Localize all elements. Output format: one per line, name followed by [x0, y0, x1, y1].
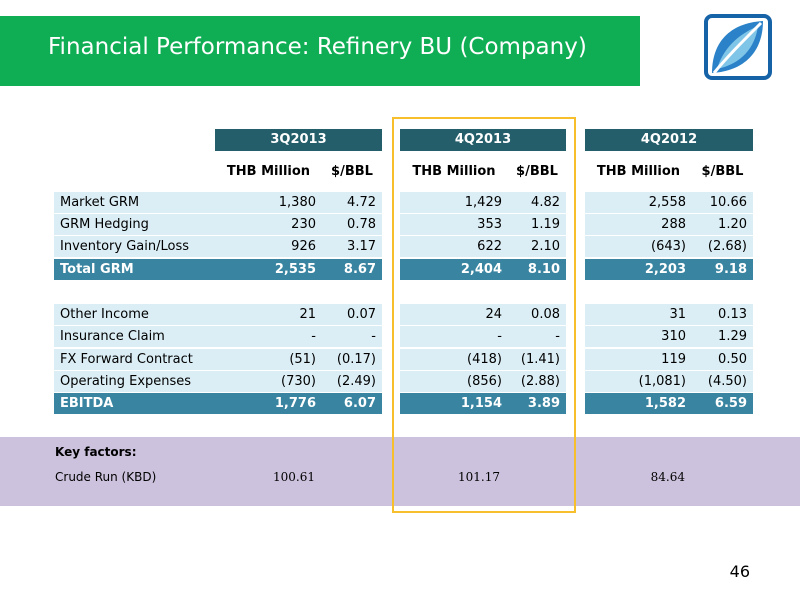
value-cell: 1.29 — [692, 326, 753, 347]
value-cell: 8.10 — [508, 259, 566, 280]
subheader-usd-per-bbl: $/BBL — [516, 164, 558, 179]
subheader-usd-per-bbl: $/BBL — [331, 164, 373, 179]
row-label: Other Income — [54, 304, 215, 325]
value-cell: 310 — [585, 326, 692, 347]
value-cell: 1,429 — [400, 192, 508, 213]
key-factors-title: Key factors: — [55, 445, 137, 459]
value-cell: - — [508, 326, 566, 347]
row-label: EBITDA — [54, 393, 215, 414]
value-cell: 1,582 — [585, 393, 692, 414]
value-cell: 2,558 — [585, 192, 692, 213]
crude-run-label: Crude Run (KBD) — [55, 470, 157, 484]
value-cell: (51) — [215, 349, 322, 370]
value-cell: 2,203 — [585, 259, 692, 280]
value-cell: (2.88) — [508, 371, 566, 392]
subheader-usd-per-bbl: $/BBL — [701, 164, 744, 179]
value-cell: 21 — [215, 304, 322, 325]
value-cell: (2.49) — [322, 371, 382, 392]
value-cell: 1,380 — [215, 192, 322, 213]
value-cell: 8.67 — [322, 259, 382, 280]
value-cell: 0.50 — [692, 349, 753, 370]
value-cell: - — [322, 326, 382, 347]
value-cell: 31 — [585, 304, 692, 325]
crude-run-3q2013: 100.61 — [273, 470, 315, 484]
row-label: Market GRM — [54, 192, 215, 213]
page-number: 46 — [729, 562, 750, 581]
value-cell: 3.89 — [508, 393, 566, 414]
value-cell: 1.20 — [692, 214, 753, 235]
row-label: Operating Expenses — [54, 371, 215, 392]
value-cell: 1,154 — [400, 393, 508, 414]
value-cell: 0.08 — [508, 304, 566, 325]
subheader-thb-million: THB Million — [596, 164, 681, 179]
value-cell: (418) — [400, 349, 508, 370]
value-cell: 6.59 — [692, 393, 753, 414]
value-cell: (856) — [400, 371, 508, 392]
value-cell: 1.19 — [508, 214, 566, 235]
value-cell: 926 — [215, 236, 322, 257]
value-cell: 24 — [400, 304, 508, 325]
subheader-thb-million: THB Million — [412, 164, 496, 179]
value-cell: 4.72 — [322, 192, 382, 213]
subheader-thb-million: THB Million — [226, 164, 311, 179]
key-factors-band — [0, 437, 800, 506]
value-cell: (1,081) — [585, 371, 692, 392]
value-cell: - — [400, 326, 508, 347]
value-cell: 6.07 — [322, 393, 382, 414]
value-cell: (1.41) — [508, 349, 566, 370]
value-cell: 3.17 — [322, 236, 382, 257]
value-cell: 230 — [215, 214, 322, 235]
value-cell: 622 — [400, 236, 508, 257]
value-cell: 0.13 — [692, 304, 753, 325]
value-cell: (730) — [215, 371, 322, 392]
row-label: Inventory Gain/Loss — [54, 236, 215, 257]
value-cell: 0.78 — [322, 214, 382, 235]
value-cell: (0.17) — [322, 349, 382, 370]
row-label: Insurance Claim — [54, 326, 215, 347]
value-cell: 2.10 — [508, 236, 566, 257]
value-cell: 119 — [585, 349, 692, 370]
row-label: FX Forward Contract — [54, 349, 215, 370]
value-cell: 10.66 — [692, 192, 753, 213]
value-cell: (643) — [585, 236, 692, 257]
value-cell: 0.07 — [322, 304, 382, 325]
crude-run-4q2012: 84.64 — [650, 470, 685, 484]
row-label: Total GRM — [54, 259, 215, 280]
value-cell: 2,404 — [400, 259, 508, 280]
leaf-logo-icon — [704, 14, 772, 80]
value-cell: 2,535 — [215, 259, 322, 280]
row-label: GRM Hedging — [54, 214, 215, 235]
value-cell: (2.68) — [692, 236, 753, 257]
value-cell: 1,776 — [215, 393, 322, 414]
period-header-4q2013: 4Q2013 — [400, 129, 566, 151]
title-bar — [0, 16, 640, 86]
value-cell: (4.50) — [692, 371, 753, 392]
highlight-box-4q2013 — [392, 117, 576, 513]
period-header-3q2013: 3Q2013 — [215, 129, 382, 151]
page-title: Financial Performance: Refinery BU (Comp… — [48, 34, 587, 60]
value-cell: 9.18 — [692, 259, 753, 280]
value-cell: - — [215, 326, 322, 347]
value-cell: 4.82 — [508, 192, 566, 213]
value-cell: 288 — [585, 214, 692, 235]
period-header-4q2012: 4Q2012 — [585, 129, 753, 151]
crude-run-4q2013: 101.17 — [458, 470, 500, 484]
value-cell: 353 — [400, 214, 508, 235]
